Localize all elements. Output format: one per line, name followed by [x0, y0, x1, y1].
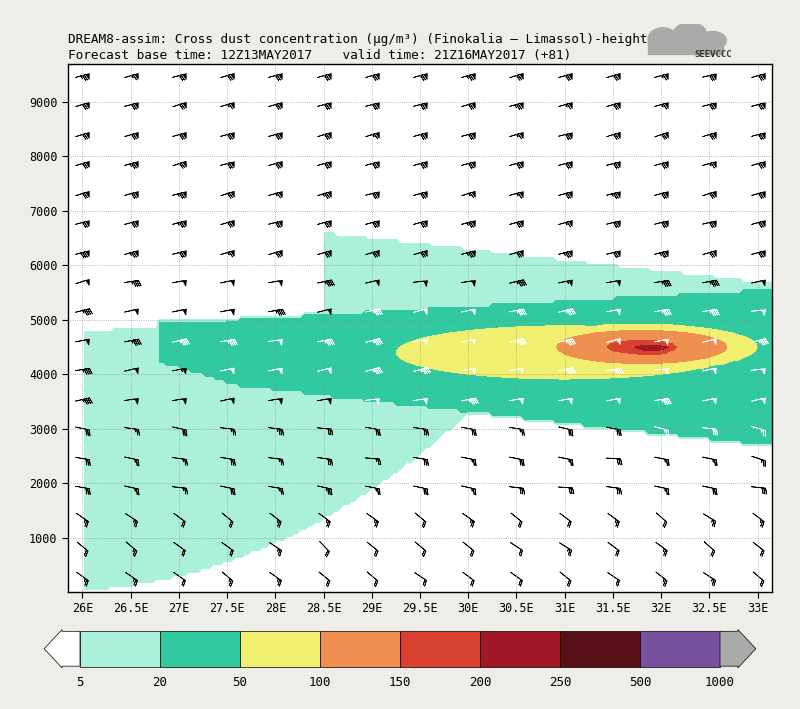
- Text: 200: 200: [469, 676, 491, 688]
- Ellipse shape: [648, 28, 678, 49]
- Bar: [480, 631, 560, 666]
- Bar: [320, 631, 400, 666]
- Ellipse shape: [699, 31, 726, 50]
- Bar: [560, 631, 640, 666]
- FancyArrow shape: [720, 630, 756, 668]
- Text: 100: 100: [309, 676, 331, 688]
- Bar: [640, 631, 720, 666]
- Text: 20: 20: [153, 676, 167, 688]
- Text: 150: 150: [389, 676, 411, 688]
- Ellipse shape: [674, 23, 706, 46]
- Text: 5: 5: [76, 676, 84, 688]
- Text: DREAM8-assim: Cross dust concentration (μg/m³) (Finokalia – Limassol)-height: DREAM8-assim: Cross dust concentration (…: [68, 33, 647, 46]
- FancyArrow shape: [44, 630, 80, 668]
- Text: SEEVCCC: SEEVCCC: [694, 50, 731, 59]
- Bar: [400, 631, 480, 666]
- Text: 1000: 1000: [705, 676, 735, 688]
- Bar: [80, 631, 160, 666]
- Text: 500: 500: [629, 676, 651, 688]
- Bar: [160, 631, 240, 666]
- Bar: [648, 38, 723, 54]
- Text: 50: 50: [233, 676, 247, 688]
- Text: Forecast base time: 12Z13MAY2017    valid time: 21Z16MAY2017 (+81): Forecast base time: 12Z13MAY2017 valid t…: [68, 50, 571, 62]
- Text: 250: 250: [549, 676, 571, 688]
- Bar: [240, 631, 320, 666]
